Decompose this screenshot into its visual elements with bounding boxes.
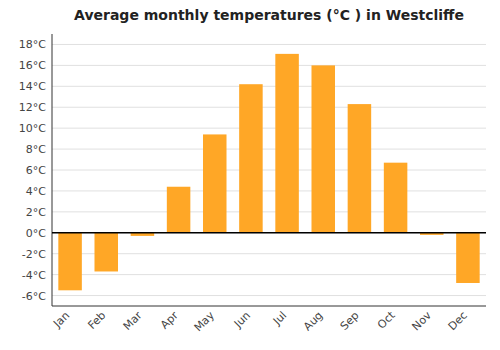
grid-line bbox=[52, 295, 486, 296]
x-tick-label: Mar bbox=[121, 309, 145, 333]
bar bbox=[384, 163, 408, 233]
x-axis-line bbox=[52, 306, 486, 307]
x-tick-label: May bbox=[192, 309, 218, 335]
y-tick-label: 8°C bbox=[26, 143, 46, 156]
bar bbox=[348, 104, 372, 233]
y-tick-label: 16°C bbox=[19, 59, 46, 72]
y-tick-label: 10°C bbox=[19, 122, 46, 135]
bar bbox=[456, 233, 480, 283]
grid-line bbox=[52, 211, 486, 212]
x-tick-label: Jul bbox=[270, 309, 289, 328]
bar bbox=[311, 65, 335, 232]
y-tick-label: 18°C bbox=[19, 38, 46, 51]
bar bbox=[275, 54, 299, 233]
grid-line bbox=[52, 44, 486, 45]
title: Average monthly temperatures (°C ) in We… bbox=[74, 7, 464, 23]
y-tick-label: -2°C bbox=[22, 248, 46, 261]
grid-line bbox=[52, 149, 486, 150]
bar bbox=[58, 233, 82, 291]
bar bbox=[167, 187, 191, 233]
y-tick-label: 4°C bbox=[26, 185, 46, 198]
x-tick-label: Jan bbox=[50, 309, 72, 331]
y-tick-label: 12°C bbox=[19, 101, 46, 114]
grid-line bbox=[52, 190, 486, 191]
grid-line bbox=[52, 107, 486, 108]
chart: Average monthly temperatures (°C ) in We… bbox=[0, 0, 500, 350]
grid-line bbox=[52, 170, 486, 171]
grid-line bbox=[52, 86, 486, 87]
x-tick-label: Dec bbox=[446, 309, 470, 333]
x-tick-label: Feb bbox=[85, 309, 108, 332]
y-tick-label: 0°C bbox=[26, 227, 46, 240]
y-axis-line bbox=[52, 34, 53, 306]
grid-line bbox=[52, 128, 486, 129]
y-axis: -6°C -4°C -2°C 0°C 2°C 4°C 6°C 8°C 10°C 12°C 14°C 1… bbox=[19, 38, 46, 302]
y-tick-label: 6°C bbox=[26, 164, 46, 177]
grid-line bbox=[52, 274, 486, 275]
grid bbox=[52, 44, 486, 295]
bar bbox=[203, 134, 227, 232]
x-tick-label: Apr bbox=[158, 309, 181, 332]
y-tick-label: 2°C bbox=[26, 206, 46, 219]
y-tick-label: 14°C bbox=[19, 80, 46, 93]
grid-line bbox=[52, 65, 486, 66]
bar bbox=[239, 84, 263, 233]
grid-line bbox=[52, 232, 486, 233]
x-tick-label: Sep bbox=[338, 309, 362, 333]
x-tick-label: Aug bbox=[301, 309, 325, 333]
x-tick-label: Jun bbox=[231, 309, 253, 331]
x-tick-label: Nov bbox=[409, 309, 434, 334]
zero-line bbox=[52, 232, 486, 234]
bars bbox=[58, 54, 479, 290]
y-tick-label: -4°C bbox=[22, 269, 46, 282]
y-tick-label: -6°C bbox=[22, 290, 46, 303]
bar bbox=[94, 233, 118, 272]
x-tick-label: Oct bbox=[375, 308, 398, 331]
x-axis: Jan Feb Mar Apr May Jun Jul Aug Sep Oct Nov Dec bbox=[50, 308, 470, 334]
